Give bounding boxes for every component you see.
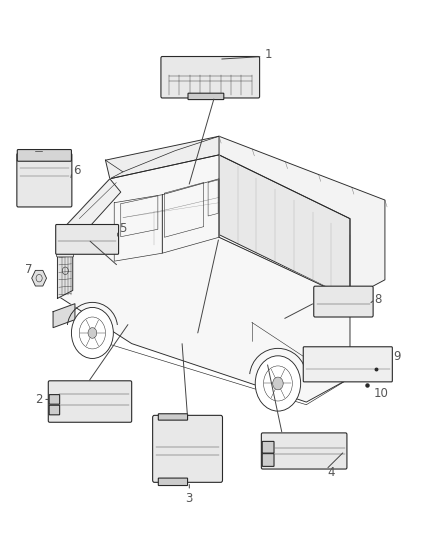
FancyBboxPatch shape — [158, 478, 187, 486]
FancyBboxPatch shape — [152, 415, 223, 482]
FancyBboxPatch shape — [48, 381, 132, 422]
FancyBboxPatch shape — [262, 454, 274, 466]
Polygon shape — [53, 304, 75, 328]
FancyBboxPatch shape — [158, 414, 187, 420]
Circle shape — [255, 356, 300, 411]
Text: 7: 7 — [25, 263, 32, 276]
FancyBboxPatch shape — [56, 224, 119, 254]
FancyBboxPatch shape — [49, 405, 60, 415]
Text: 6: 6 — [73, 164, 80, 177]
FancyBboxPatch shape — [261, 433, 347, 469]
FancyBboxPatch shape — [17, 154, 72, 207]
FancyBboxPatch shape — [17, 150, 71, 161]
FancyBboxPatch shape — [188, 93, 224, 100]
FancyBboxPatch shape — [161, 56, 260, 98]
FancyBboxPatch shape — [49, 394, 60, 404]
FancyBboxPatch shape — [57, 245, 74, 257]
Polygon shape — [57, 245, 73, 298]
FancyBboxPatch shape — [262, 441, 274, 453]
Text: 10: 10 — [374, 386, 389, 400]
Text: 9: 9 — [394, 350, 401, 364]
FancyBboxPatch shape — [303, 347, 392, 382]
Circle shape — [273, 377, 283, 390]
Circle shape — [88, 328, 97, 338]
Polygon shape — [57, 155, 350, 402]
Text: 1: 1 — [265, 49, 272, 61]
Polygon shape — [219, 136, 385, 298]
Polygon shape — [219, 155, 350, 298]
Text: 8: 8 — [374, 293, 381, 306]
FancyBboxPatch shape — [314, 286, 373, 317]
Text: 3: 3 — [186, 492, 193, 505]
Text: 5: 5 — [120, 222, 127, 235]
Text: 2: 2 — [35, 393, 42, 406]
Polygon shape — [57, 179, 121, 245]
Polygon shape — [106, 136, 219, 179]
Circle shape — [71, 308, 113, 359]
Text: 4: 4 — [327, 466, 335, 479]
